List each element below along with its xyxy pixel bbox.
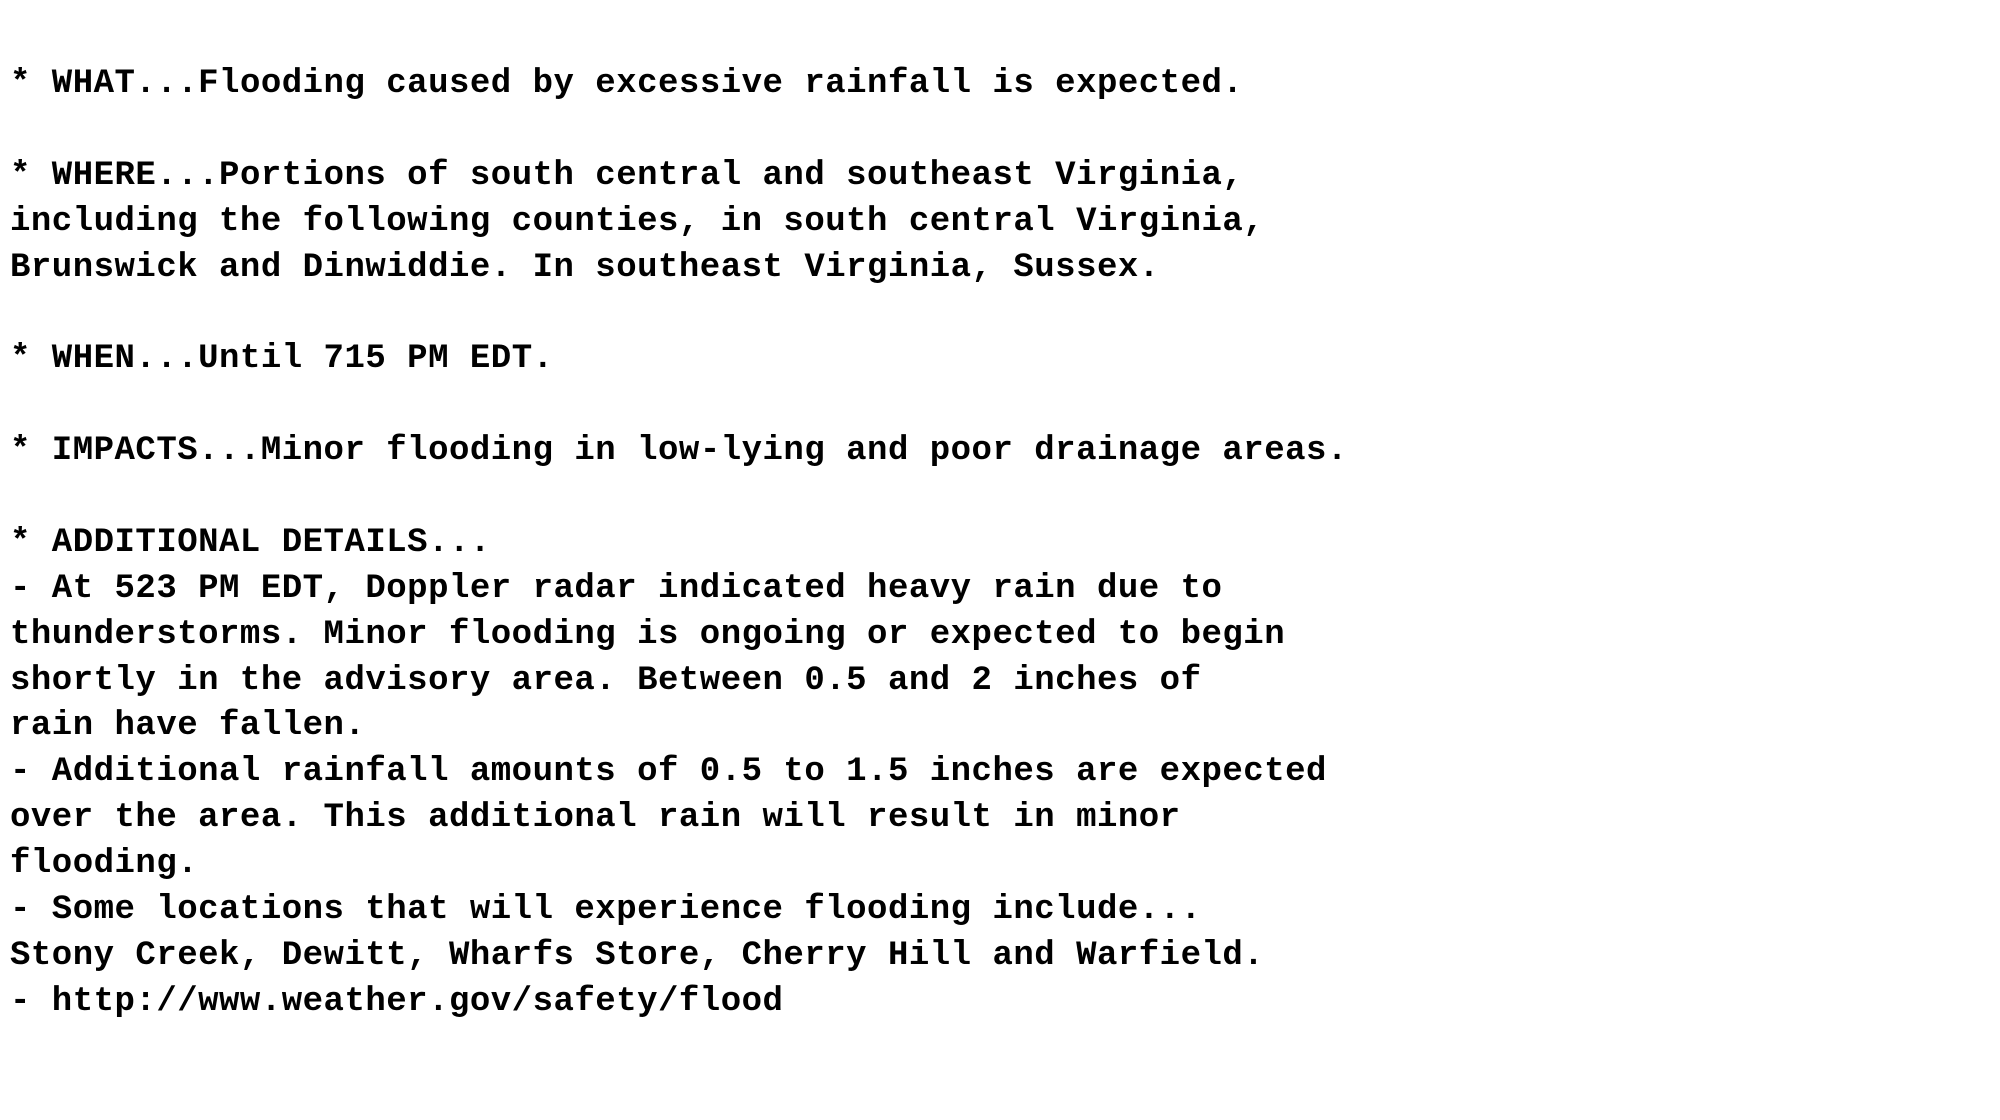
- impacts-line: * IMPACTS...Minor flooding in low-lying …: [10, 432, 1348, 470]
- additional-item-3-line-0: - http://www.weather.gov/safety/flood: [10, 983, 783, 1021]
- additional-item-1-line-1: over the area. This additional rain will…: [10, 799, 1181, 837]
- weather-bulletin: * WHAT...Flooding caused by excessive ra…: [0, 34, 2000, 1026]
- impacts-text: Minor flooding in low-lying and poor dra…: [261, 432, 1348, 470]
- where-line-2: Brunswick and Dinwiddie. In southeast Vi…: [10, 249, 1160, 287]
- where-line-0: Portions of south central and southeast …: [219, 157, 1243, 195]
- additional-item-2-line-1: Stony Creek, Dewitt, Wharfs Store, Cherr…: [10, 937, 1264, 975]
- where-block: * WHERE...Portions of south central and …: [10, 157, 1264, 287]
- where-line-1: including the following counties, in sou…: [10, 203, 1264, 241]
- additional-item-1-line-2: flooding.: [10, 845, 198, 883]
- additional-item-0-line-1: thunderstorms. Minor flooding is ongoing…: [10, 616, 1285, 654]
- what-label: * WHAT...: [10, 65, 198, 103]
- when-text: Until 715 PM EDT.: [198, 340, 553, 378]
- what-text: Flooding caused by excessive rainfall is…: [198, 65, 1243, 103]
- what-line: * WHAT...Flooding caused by excessive ra…: [10, 65, 1243, 103]
- when-line: * WHEN...Until 715 PM EDT.: [10, 340, 554, 378]
- when-label: * WHEN...: [10, 340, 198, 378]
- additional-item-2-line-0: - Some locations that will experience fl…: [10, 891, 1202, 929]
- additional-item-1-line-0: - Additional rainfall amounts of 0.5 to …: [10, 753, 1327, 791]
- additional-label: * ADDITIONAL DETAILS...: [10, 524, 491, 562]
- additional-item-0-line-2: shortly in the advisory area. Between 0.…: [10, 662, 1202, 700]
- impacts-label: * IMPACTS...: [10, 432, 261, 470]
- additional-item-0-line-0: - At 523 PM EDT, Doppler radar indicated…: [10, 570, 1222, 608]
- additional-block: * ADDITIONAL DETAILS... - At 523 PM EDT,…: [10, 524, 1327, 1021]
- where-label: * WHERE...: [10, 157, 219, 195]
- additional-item-0-line-3: rain have fallen.: [10, 707, 365, 745]
